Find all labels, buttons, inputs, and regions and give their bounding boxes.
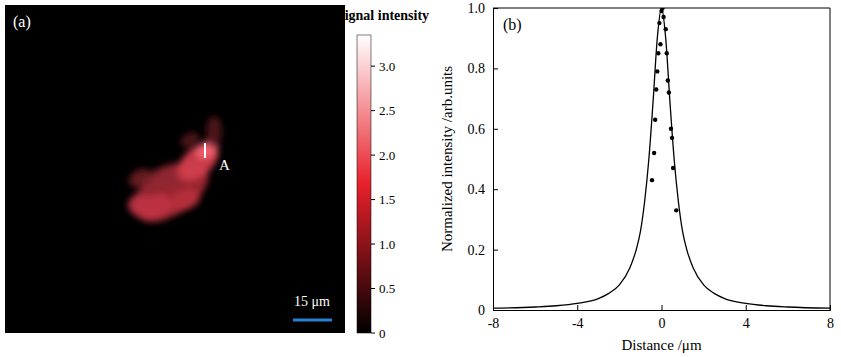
panel-label: (a): [13, 13, 31, 31]
x-axis-title: Distance /μm: [621, 337, 701, 353]
x-tick-label: -8: [488, 316, 500, 331]
y-tick: 0.6: [468, 122, 499, 137]
panel-label: (b): [503, 16, 522, 34]
y-tick-label: 0: [478, 303, 485, 318]
data-point: [671, 166, 675, 170]
data-point: [660, 8, 664, 10]
panel-a: (a) A 15 μm Signal intensity 0 0.5 1.0 1.5 2.0 2.…: [5, 5, 429, 341]
x-tick: -4: [572, 305, 584, 331]
y-axis-line: [494, 9, 499, 311]
data-point: [657, 21, 661, 25]
annotation: A: [219, 157, 230, 173]
x-tick-label: 4: [743, 316, 750, 331]
y-tick-mark: [493, 68, 498, 69]
y-tick-label: 0.2: [468, 243, 486, 258]
cell-region: [167, 185, 204, 215]
data-point: [654, 87, 658, 91]
colorbar-tick: [371, 333, 375, 334]
profile-line: [204, 143, 206, 158]
scale-bar-label: 15 μm: [294, 294, 330, 309]
colorbar-tick-label: 0.5: [379, 281, 395, 296]
image-background: [5, 5, 345, 333]
panel-b: -8 -4 0 4 8 0 0.2 0.4 0.6 0.8 1.0 Distance /μm Norma…: [439, 1, 834, 353]
colorbar-tick-label: 1.5: [379, 192, 395, 207]
colorbar-tick: [371, 155, 375, 156]
colorbar-tick-label: 3.0: [379, 59, 395, 74]
data-point: [669, 127, 673, 131]
cell-region: [206, 116, 222, 148]
y-tick-label: 0.8: [468, 61, 486, 76]
data-point: [650, 178, 654, 182]
data-point: [653, 118, 657, 122]
y-axis-title: Normalized intensity /arb.units: [439, 66, 455, 252]
y-tick-label: 0.4: [468, 182, 486, 197]
y-tick-mark: [493, 250, 498, 251]
data-point: [665, 51, 669, 55]
cell-region: [126, 165, 155, 191]
colorbar-tick-label: 2.5: [379, 103, 395, 118]
colorbar-tick: [371, 110, 375, 111]
y-tick-mark: [493, 129, 498, 130]
data-point: [670, 136, 674, 140]
colorbar-title: Signal intensity: [337, 8, 429, 23]
x-tick-label: -4: [572, 316, 584, 331]
cell-image: [125, 116, 225, 234]
y-tick: 0.4: [468, 182, 499, 197]
plot-area: [493, 8, 830, 308]
y-tick-mark: [493, 310, 498, 311]
data-point: [674, 208, 678, 212]
data-point: [666, 78, 670, 82]
x-axis: -8 -4 0 4 8: [488, 305, 834, 331]
colorbar-tick: [371, 244, 375, 245]
fit-curve: [493, 8, 830, 308]
y-tick: 0: [478, 303, 498, 318]
x-tick-mark: [746, 305, 747, 310]
cell-region: [178, 129, 202, 151]
y-axis: 0 0.2 0.4 0.6 0.8 1.0: [468, 1, 499, 318]
colorbar: [357, 35, 371, 333]
y-tick: 0.2: [468, 243, 499, 258]
colorbar-tick: [371, 66, 375, 67]
y-tick-label: 1.0: [468, 1, 486, 16]
data-point: [667, 90, 671, 94]
data-point: [652, 151, 656, 155]
colorbar-tick-label: 1.0: [379, 237, 395, 252]
x-tick-mark: [577, 305, 578, 310]
y-tick-label: 0.6: [468, 122, 486, 137]
data-point: [656, 51, 660, 55]
x-tick: 4: [743, 305, 750, 331]
x-tick-label: 8: [827, 316, 834, 331]
colorbar-tick-label: 0: [379, 326, 386, 341]
colorbar-tick: [371, 288, 375, 289]
y-tick: 0.8: [468, 61, 499, 76]
x-tick-mark: [662, 305, 663, 310]
frame-right: [830, 8, 831, 310]
scale-bar: [293, 319, 332, 322]
x-tick: 0: [659, 305, 666, 331]
data-point: [658, 42, 662, 46]
data-point: [655, 69, 659, 73]
y-tick-mark: [493, 189, 498, 190]
x-tick-label: 0: [659, 316, 666, 331]
data-point: [664, 27, 668, 31]
figure: (a) A 15 μm Signal intensity 0 0.5 1.0 1.5 2.0 2.…: [0, 0, 841, 357]
x-axis-line: [494, 305, 831, 311]
data-point: [661, 15, 665, 19]
colorbar-tick-label: 2.0: [379, 148, 395, 163]
colorbar-tick: [371, 199, 375, 200]
